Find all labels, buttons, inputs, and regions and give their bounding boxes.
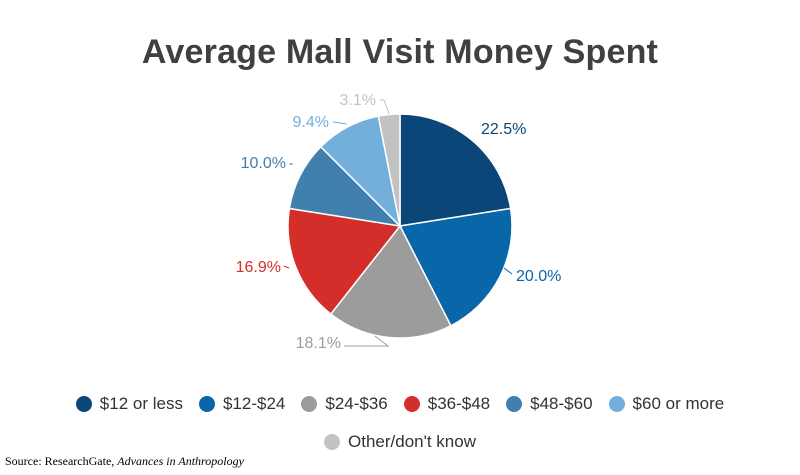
legend-label: $12-$24 [222, 394, 286, 413]
leader-line [380, 99, 390, 115]
slice-value-label: 20.0% [516, 268, 561, 285]
leader-line [344, 335, 390, 347]
slice-labels: 22.5% 20.0% 18.1% 16.9% 10.0% 9.4% 3.1% [236, 92, 562, 352]
slice-value-label: 22.5% [481, 121, 526, 138]
leader-line [503, 267, 513, 275]
leader-line [332, 121, 348, 125]
legend-label: $48-$60 [530, 394, 593, 413]
legend-label: $60 or more [632, 394, 725, 413]
legend-swatch [506, 396, 523, 412]
legend-label: $12 or less [99, 394, 183, 413]
legend-item: $24-$36 [301, 393, 388, 415]
slice-value-label: 3.1% [340, 92, 376, 109]
legend-item: Other/don't know [324, 431, 476, 453]
pie-slice [398, 207, 513, 327]
source-prefix: Source: ResearchGate, [5, 454, 118, 468]
legend: $12 or less $12-$24 $24-$36 $36-$48 $48-$60 $… [40, 393, 760, 453]
legend-swatch [608, 396, 625, 412]
legend-item: $12-$24 [198, 393, 286, 415]
legend-label: Other/don't know [348, 432, 476, 451]
leader-line [283, 265, 290, 269]
source-publication: Advances in Anthropology [117, 454, 244, 468]
pie-slice [399, 113, 512, 227]
legend-item: $12 or less [75, 393, 183, 415]
pie-slices [287, 113, 513, 339]
slice-value-label: 10.0% [241, 155, 286, 172]
legend-item: $36-$48 [403, 393, 491, 415]
pie-slice [377, 113, 401, 227]
leader-lines [283, 99, 513, 347]
slice-value-label: 18.1% [296, 335, 341, 352]
legend-swatch [324, 434, 340, 450]
legend-swatch [75, 396, 92, 412]
legend-swatch [403, 396, 420, 412]
legend-swatch [301, 396, 318, 412]
slice-value-label: 16.9% [236, 259, 281, 276]
source-note: Source: ResearchGate, Advances in Anthro… [5, 454, 244, 469]
legend-label: $24-$36 [325, 394, 388, 413]
legend-item: $60 or more [608, 393, 725, 415]
legend-swatch [198, 396, 215, 412]
chart-title: Average Mall Visit Money Spent [141, 33, 659, 71]
pie-slice [329, 224, 452, 339]
legend-label: $36-$48 [427, 394, 491, 413]
legend-item: $48-$60 [506, 393, 593, 415]
pie-slice [287, 207, 402, 316]
slice-value-label: 9.4% [293, 114, 329, 131]
